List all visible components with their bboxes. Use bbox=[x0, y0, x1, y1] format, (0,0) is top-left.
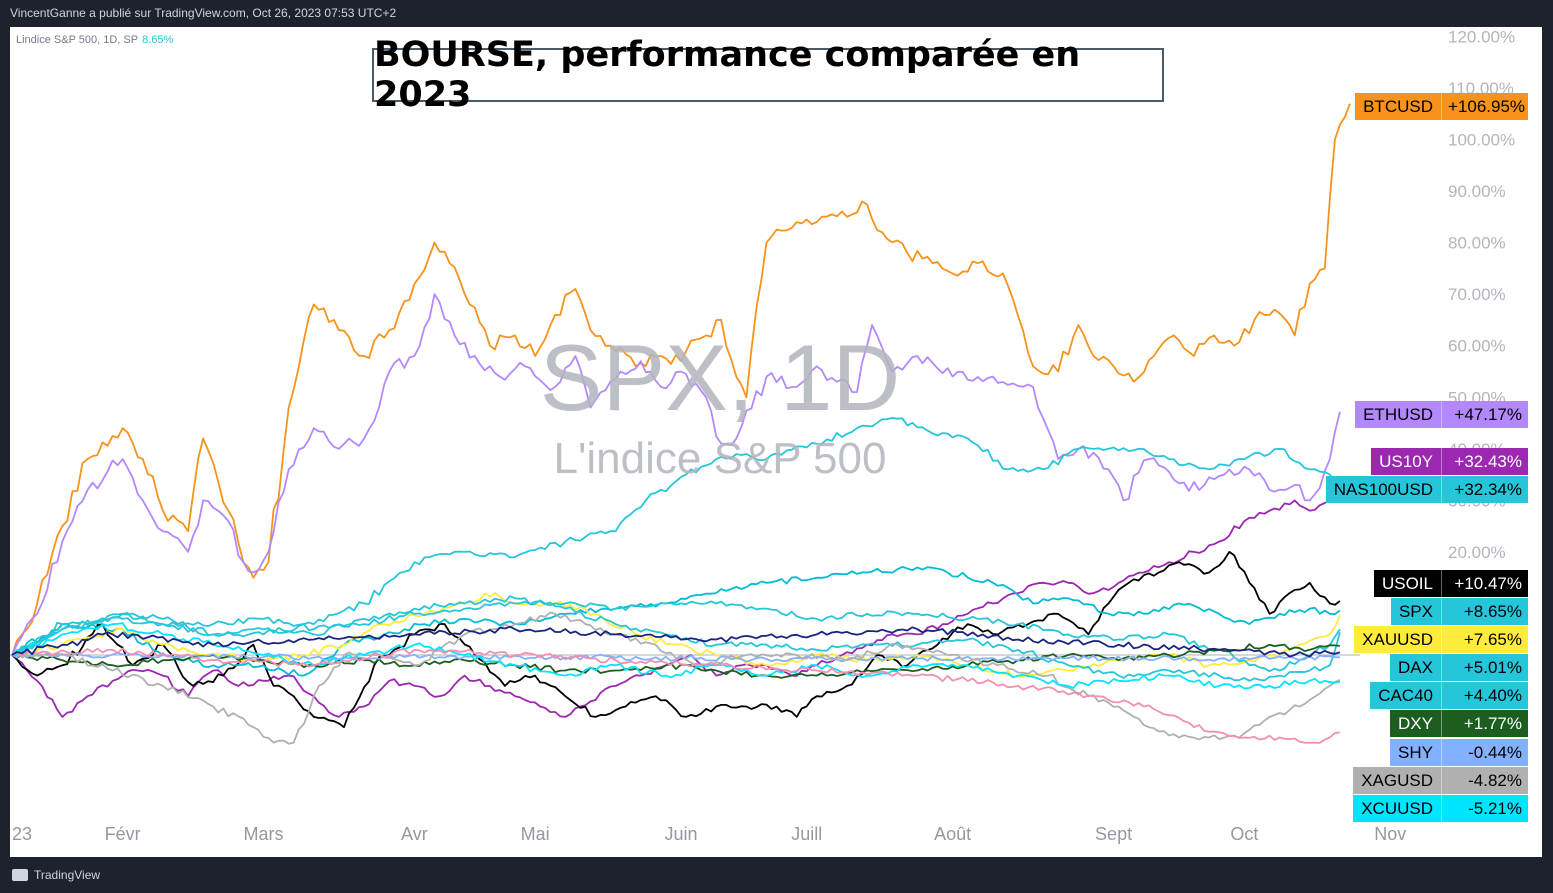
price-label-xagusd[interactable]: XAGUSD -4.82% bbox=[1353, 767, 1528, 794]
price-label-value: +47.17% bbox=[1441, 401, 1528, 428]
series-line-unnamed-14[interactable] bbox=[11, 625, 1341, 658]
price-label-value: +4.40% bbox=[1441, 682, 1528, 709]
price-label-xauusd[interactable]: XAUUSD +7.65% bbox=[1354, 626, 1528, 653]
y-tick-label: 120.00% bbox=[1448, 27, 1515, 46]
price-label-dax[interactable]: DAX +5.01% bbox=[1390, 654, 1528, 681]
price-label-value: +106.95% bbox=[1441, 93, 1528, 120]
y-tick-label: 60.00% bbox=[1448, 337, 1506, 356]
price-label-name: XCUUSD bbox=[1353, 795, 1441, 822]
series-line-xcuusd[interactable] bbox=[11, 622, 1341, 690]
price-label-name: XAGUSD bbox=[1353, 767, 1441, 794]
x-tick-label: Févr bbox=[105, 824, 141, 844]
price-label-value: -5.21% bbox=[1441, 795, 1528, 822]
price-label-name: XAUUSD bbox=[1354, 626, 1441, 653]
x-tick-label: Nov bbox=[1374, 824, 1406, 844]
price-label-name: DXY bbox=[1390, 710, 1441, 737]
price-label-name: CAC40 bbox=[1370, 682, 1441, 709]
tradingview-brand-text: TradingView bbox=[34, 868, 101, 882]
price-label-value: +1.77% bbox=[1441, 710, 1528, 737]
series-line-spx[interactable] bbox=[11, 566, 1341, 677]
price-label-btcusd[interactable]: BTCUSD +106.95% bbox=[1355, 93, 1528, 120]
y-tick-label: 100.00% bbox=[1448, 131, 1515, 150]
y-tick-label: 20.00% bbox=[1448, 543, 1506, 562]
chart-title-text: BOURSE, performance comparée en 2023 bbox=[374, 35, 1081, 115]
x-tick-label: Août bbox=[934, 824, 971, 844]
x-tick-label: Juill bbox=[791, 824, 822, 844]
chart-canvas[interactable]: 120.00%110.00%100.00%90.00%80.00%70.00%6… bbox=[10, 27, 1542, 857]
series-line-nas100usd[interactable] bbox=[11, 416, 1341, 656]
chart-title: BOURSE, performance comparée en 2023 bbox=[372, 35, 1164, 115]
price-label-name: US10Y bbox=[1371, 448, 1441, 475]
price-label-value: +32.43% bbox=[1441, 448, 1528, 475]
price-label-name: DAX bbox=[1390, 654, 1441, 681]
x-tick-label: 23 bbox=[12, 824, 32, 844]
symbol-legend-text: Lindice S&P 500, 1D, SP bbox=[16, 34, 139, 46]
series-line-dax[interactable] bbox=[11, 600, 1341, 673]
x-tick-label: Juin bbox=[664, 824, 697, 844]
y-tick-label: 80.00% bbox=[1448, 234, 1506, 253]
y-tick-label: 70.00% bbox=[1448, 285, 1506, 304]
series-line-ethusd[interactable] bbox=[11, 293, 1341, 656]
price-label-value: -0.44% bbox=[1441, 739, 1528, 766]
chart-frame[interactable]: 120.00% 110.00% 100.00% 90.00% 80.00% 70.00% 6… bbox=[10, 27, 1542, 857]
series-line-usoil[interactable] bbox=[11, 551, 1341, 729]
x-tick-label: Avr bbox=[401, 824, 428, 844]
tradingview-brand[interactable]: TradingView bbox=[12, 868, 100, 882]
x-tick-label: Sept bbox=[1095, 824, 1132, 844]
price-label-shy[interactable]: SHY -0.44% bbox=[1390, 739, 1528, 766]
series-line-unnamed-13[interactable] bbox=[11, 647, 1341, 744]
publisher-text: VincentGanne a publié sur TradingView.co… bbox=[10, 6, 397, 20]
price-label-name: SHY bbox=[1390, 739, 1441, 766]
price-label-spx[interactable]: SPX +8.65% bbox=[1390, 598, 1528, 625]
price-label-value: -4.82% bbox=[1441, 767, 1528, 794]
price-label-us10y[interactable]: US10Y +32.43% bbox=[1371, 448, 1528, 475]
price-label-value: +8.65% bbox=[1441, 598, 1528, 625]
price-label-name: BTCUSD bbox=[1355, 93, 1441, 120]
price-label-xcuusd[interactable]: XCUUSD -5.21% bbox=[1353, 795, 1528, 822]
price-label-nas100usd[interactable]: NAS100USD +32.34% bbox=[1325, 476, 1528, 503]
price-label-value: +32.34% bbox=[1441, 476, 1528, 503]
footer-bar: TradingView bbox=[0, 857, 1553, 893]
price-label-value: +7.65% bbox=[1441, 626, 1528, 653]
price-label-name: USOIL bbox=[1373, 570, 1441, 597]
series-line-shy[interactable] bbox=[11, 651, 1340, 663]
price-label-name: NAS100USD bbox=[1325, 476, 1441, 503]
price-label-value: +10.47% bbox=[1441, 570, 1528, 597]
price-label-dxy[interactable]: DXY +1.77% bbox=[1390, 710, 1528, 737]
price-label-cac40[interactable]: CAC40 +4.40% bbox=[1370, 682, 1528, 709]
price-label-usoil[interactable]: USOIL +10.47% bbox=[1373, 570, 1528, 597]
x-tick-label: Mars bbox=[244, 824, 284, 844]
symbol-legend[interactable]: Lindice S&P 500, 1D, SP 8.65% bbox=[16, 34, 173, 46]
series-line-btcusd[interactable] bbox=[11, 103, 1351, 656]
tradingview-logo-icon bbox=[12, 869, 28, 881]
x-tick-label: Mai bbox=[521, 824, 550, 844]
series-line-xagusd[interactable] bbox=[11, 611, 1341, 745]
publisher-bar: VincentGanne a publié sur TradingView.co… bbox=[0, 0, 1553, 27]
price-label-value: +5.01% bbox=[1441, 654, 1528, 681]
symbol-legend-value: 8.65% bbox=[142, 34, 174, 46]
price-label-name: ETHUSD bbox=[1355, 401, 1441, 428]
price-label-ethusd[interactable]: ETHUSD +47.17% bbox=[1355, 401, 1528, 428]
x-tick-label: Oct bbox=[1230, 824, 1258, 844]
price-label-name: SPX bbox=[1390, 598, 1441, 625]
y-tick-label: 90.00% bbox=[1448, 182, 1506, 201]
